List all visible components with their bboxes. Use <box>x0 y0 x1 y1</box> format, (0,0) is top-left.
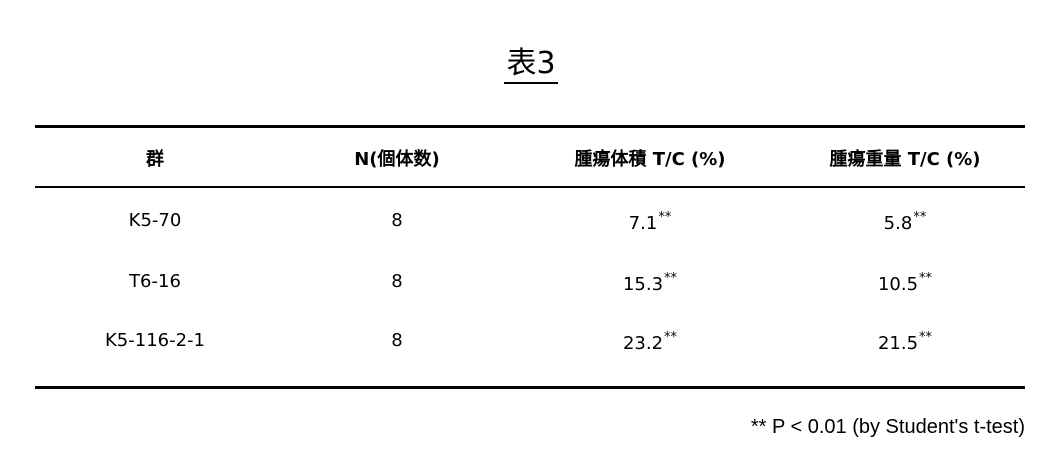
bottom-rule <box>35 386 1025 389</box>
cell-value: 8 <box>391 330 402 351</box>
cell-weight: 21.5** <box>785 330 1025 354</box>
header-group: 群 <box>35 145 275 171</box>
cell-value: K5-70 <box>129 210 182 231</box>
significance-mark: ** <box>919 271 932 286</box>
table-title: 表3 <box>0 38 1062 82</box>
cell-n: 8 <box>277 330 517 351</box>
cell-value: 23.2 <box>623 333 663 354</box>
cell-group: T6-16 <box>35 271 275 292</box>
header-n: N(個体数) <box>277 145 517 171</box>
cell-n: 8 <box>277 271 517 292</box>
significance-mark: ** <box>658 210 671 225</box>
cell-value: 7.1 <box>629 213 658 234</box>
significance-mark: ** <box>913 210 926 225</box>
cell-group: K5-116-2-1 <box>35 330 275 351</box>
cell-volume: 15.3** <box>530 271 770 295</box>
significance-mark: ** <box>919 330 932 345</box>
cell-value: 10.5 <box>878 274 918 295</box>
header-weight: 腫瘍重量 T/C (%) <box>785 145 1025 171</box>
cell-value: K5-116-2-1 <box>105 330 205 351</box>
cell-group: K5-70 <box>35 210 275 231</box>
cell-volume: 7.1** <box>530 210 770 234</box>
cell-n: 8 <box>277 210 517 231</box>
header-rule <box>35 186 1025 188</box>
cell-value: 21.5 <box>878 333 918 354</box>
significance-mark: ** <box>664 330 677 345</box>
cell-volume: 23.2** <box>530 330 770 354</box>
cell-weight: 5.8** <box>785 210 1025 234</box>
cell-value: 8 <box>391 210 402 231</box>
cell-value: 15.3 <box>623 274 663 295</box>
cell-value: 8 <box>391 271 402 292</box>
top-rule <box>35 125 1025 128</box>
cell-weight: 10.5** <box>785 271 1025 295</box>
significance-mark: ** <box>664 271 677 286</box>
footnote: ** P < 0.01 (by Student's t-test) <box>751 416 1025 439</box>
cell-value: 5.8 <box>884 213 913 234</box>
header-volume: 腫瘍体積 T/C (%) <box>530 145 770 171</box>
cell-value: T6-16 <box>129 271 181 292</box>
